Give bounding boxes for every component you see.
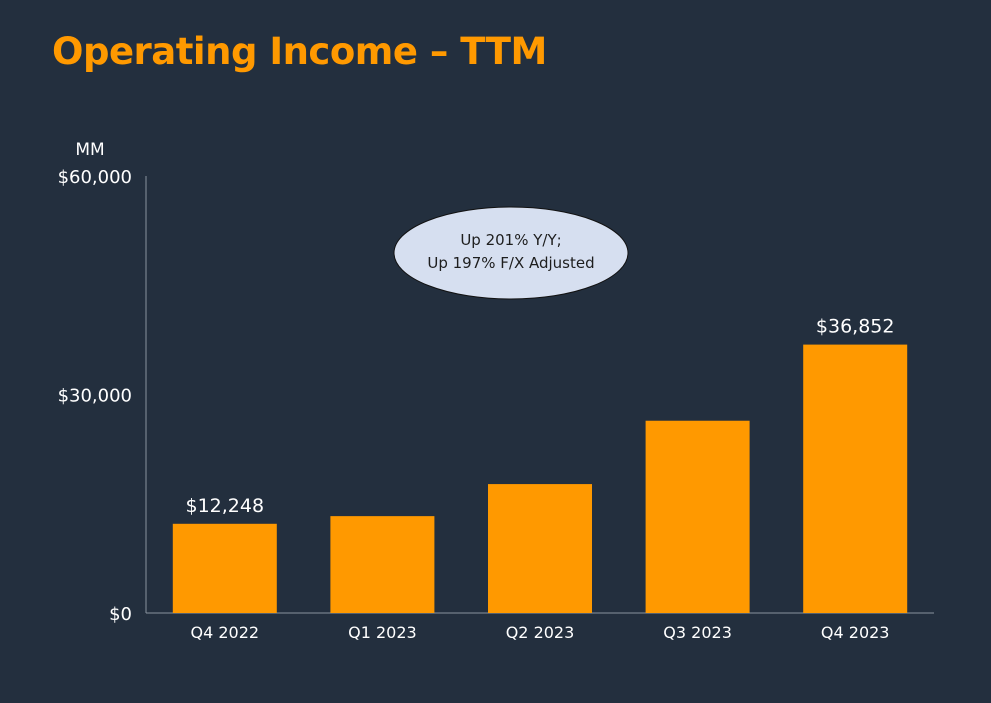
bars — [172, 344, 908, 613]
bar — [645, 420, 750, 613]
growth-callout: Up 201% Y/Y; Up 197% F/X Adjusted — [393, 206, 629, 300]
bar — [330, 516, 435, 613]
y-axis-unit-label: MM — [75, 140, 104, 160]
y-tick-labels: $0 $30,000 $60,000 — [58, 167, 132, 625]
callout-text-line-1: Up 201% Y/Y; — [460, 231, 561, 249]
bar — [803, 344, 908, 613]
y-tick-label: $60,000 — [58, 167, 132, 188]
bar — [488, 484, 592, 613]
bar — [172, 523, 277, 613]
x-tick-label: Q4 2023 — [821, 623, 890, 642]
y-tick-label: $0 — [109, 604, 132, 625]
page-title: Operating Income – TTM — [52, 30, 547, 73]
data-label: $12,248 — [186, 495, 265, 517]
y-tick-label: $30,000 — [58, 386, 132, 407]
data-label: $36,852 — [816, 316, 895, 338]
callout-ellipse — [393, 206, 629, 300]
x-tick-labels: Q4 2022 Q1 2023 Q2 2023 Q3 2023 Q4 2023 — [191, 623, 890, 642]
callout-text-line-2: Up 197% F/X Adjusted — [427, 254, 594, 272]
x-tick-label: Q4 2022 — [191, 623, 260, 642]
x-tick-label: Q3 2023 — [663, 623, 732, 642]
data-labels: $12,248 $36,852 — [186, 316, 895, 517]
x-tick-label: Q1 2023 — [348, 623, 417, 642]
x-tick-label: Q2 2023 — [506, 623, 575, 642]
